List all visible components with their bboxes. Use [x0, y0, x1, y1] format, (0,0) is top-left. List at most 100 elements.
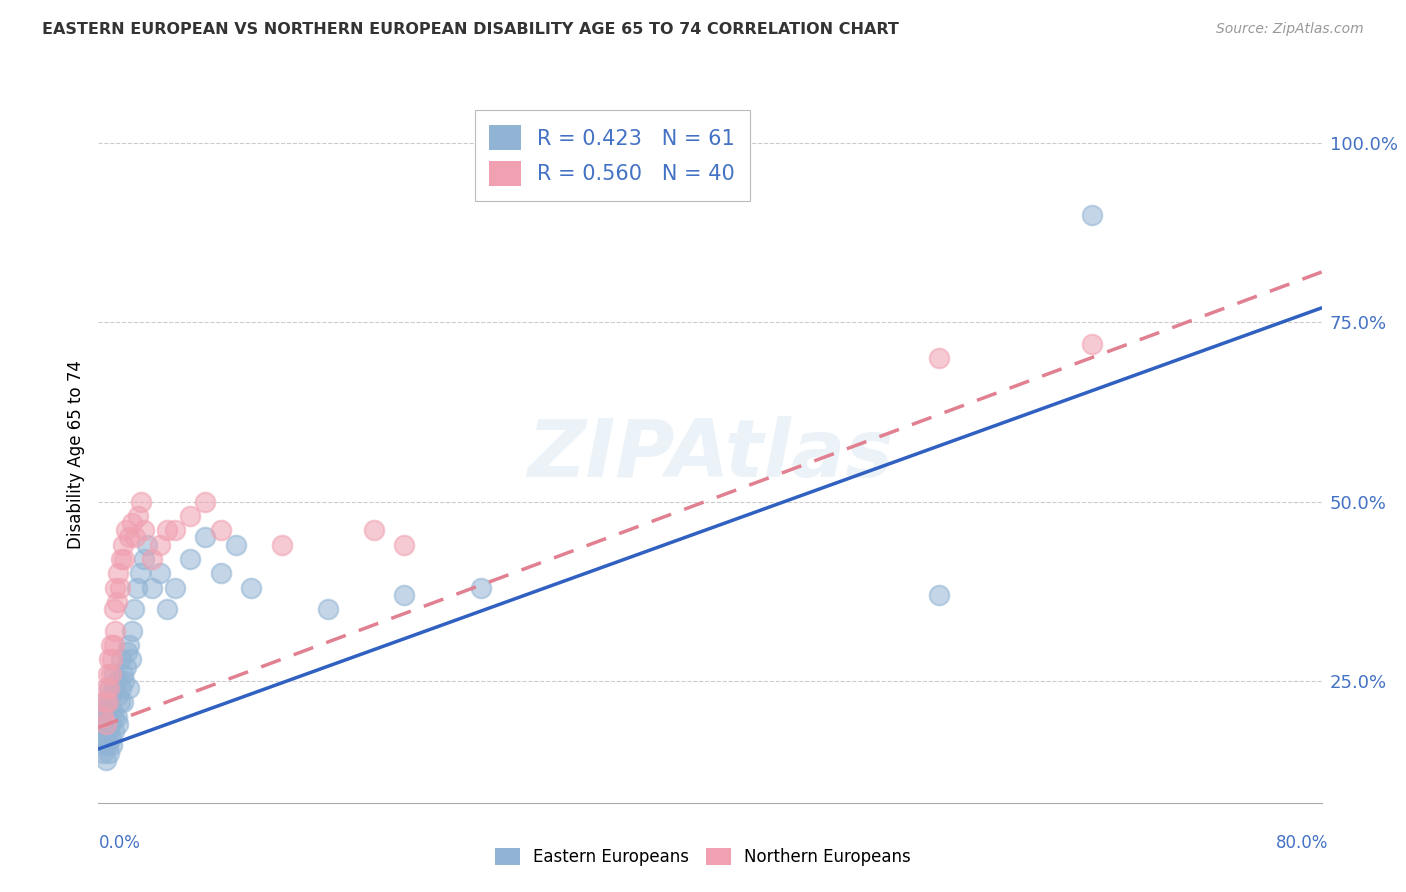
Point: [111, 538, 134, 552]
Point: [98, 652, 121, 666]
Point: [129, 494, 152, 508]
Point: [111, 666, 134, 681]
Point: [104, 581, 127, 595]
Point: [163, 581, 186, 595]
Point: [163, 523, 186, 537]
Point: [392, 538, 416, 552]
Point: [110, 552, 132, 566]
Point: [97, 739, 120, 753]
Text: EASTERN EUROPEAN VS NORTHERN EUROPEAN DISABILITY AGE 65 TO 74 CORRELATION CHART: EASTERN EUROPEAN VS NORTHERN EUROPEAN DI…: [42, 22, 898, 37]
Point: [149, 566, 172, 581]
Point: [98, 746, 121, 760]
Point: [97, 710, 120, 724]
Point: [107, 717, 129, 731]
Point: [194, 494, 217, 508]
Point: [194, 530, 217, 544]
Text: 0.0%: 0.0%: [98, 834, 141, 852]
Y-axis label: Disability Age 65 to 74: Disability Age 65 to 74: [66, 360, 84, 549]
Point: [112, 552, 135, 566]
Point: [94, 717, 117, 731]
Point: [107, 688, 129, 702]
Point: [110, 652, 132, 666]
Point: [141, 581, 163, 595]
Point: [98, 695, 121, 709]
Point: [94, 681, 117, 695]
Point: [98, 681, 121, 695]
Point: [93, 710, 115, 724]
Point: [93, 695, 115, 709]
Point: [270, 538, 292, 552]
Point: [112, 673, 135, 688]
Point: [928, 351, 950, 365]
Point: [101, 702, 124, 716]
Point: [103, 681, 125, 695]
Point: [209, 523, 232, 537]
Point: [93, 695, 115, 709]
Point: [470, 581, 492, 595]
Point: [103, 710, 125, 724]
Point: [103, 602, 125, 616]
Point: [105, 595, 128, 609]
Point: [127, 508, 149, 523]
Point: [136, 538, 159, 552]
Legend: R = 0.423   N = 61, R = 0.560   N = 40: R = 0.423 N = 61, R = 0.560 N = 40: [475, 111, 749, 201]
Text: ZIPAtlas: ZIPAtlas: [527, 416, 893, 494]
Point: [94, 702, 117, 716]
Point: [100, 717, 122, 731]
Point: [100, 638, 122, 652]
Point: [121, 624, 143, 638]
Point: [122, 602, 145, 616]
Point: [100, 731, 122, 746]
Point: [100, 666, 122, 681]
Point: [128, 566, 150, 581]
Point: [94, 717, 117, 731]
Point: [118, 638, 141, 652]
Point: [179, 552, 201, 566]
Point: [179, 508, 201, 523]
Point: [115, 659, 138, 673]
Point: [392, 588, 416, 602]
Point: [94, 753, 117, 767]
Point: [134, 523, 156, 537]
Point: [100, 688, 122, 702]
Legend: Eastern Europeans, Northern Europeans: Eastern Europeans, Northern Europeans: [486, 840, 920, 875]
Point: [115, 523, 138, 537]
Text: Source: ZipAtlas.com: Source: ZipAtlas.com: [1216, 22, 1364, 37]
Point: [93, 739, 115, 753]
Point: [156, 523, 179, 537]
Point: [124, 530, 146, 544]
Point: [105, 710, 128, 724]
Point: [363, 523, 385, 537]
Point: [134, 552, 156, 566]
Point: [1081, 208, 1104, 222]
Point: [101, 739, 124, 753]
Point: [91, 724, 114, 739]
Point: [240, 581, 263, 595]
Point: [105, 673, 128, 688]
Point: [94, 731, 117, 746]
Point: [928, 588, 950, 602]
Point: [120, 652, 142, 666]
Point: [104, 624, 127, 638]
Point: [125, 581, 148, 595]
Point: [209, 566, 232, 581]
Point: [316, 602, 339, 616]
Point: [91, 710, 114, 724]
Point: [108, 581, 131, 595]
Point: [90, 717, 112, 731]
Point: [156, 602, 179, 616]
Point: [103, 638, 125, 652]
Text: 80.0%: 80.0%: [1277, 834, 1329, 852]
Point: [117, 645, 139, 659]
Point: [101, 652, 124, 666]
Point: [149, 538, 172, 552]
Point: [108, 695, 131, 709]
Point: [91, 746, 114, 760]
Point: [141, 552, 163, 566]
Point: [97, 666, 120, 681]
Point: [90, 731, 112, 746]
Point: [103, 724, 125, 739]
Point: [1081, 336, 1104, 351]
Point: [98, 681, 121, 695]
Point: [107, 566, 129, 581]
